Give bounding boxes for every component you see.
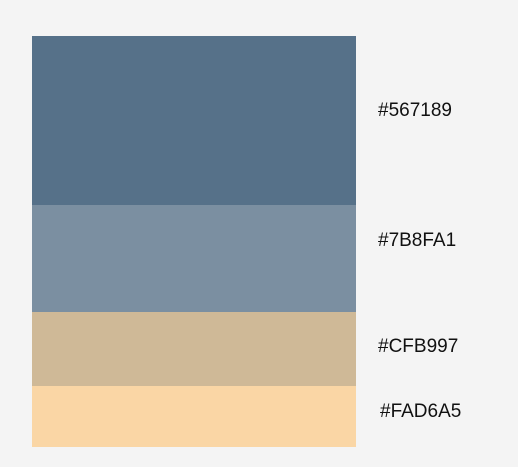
- swatch-2: [32, 205, 356, 312]
- swatch-4: [32, 386, 356, 447]
- swatch-3-label: #CFB997: [378, 336, 459, 357]
- swatch-4-label: #FAD6A5: [380, 401, 462, 422]
- swatch-2-label: #7B8FA1: [378, 230, 457, 251]
- swatch-1-label: #567189: [378, 100, 452, 121]
- swatch-3: [32, 312, 356, 386]
- swatch-1: [32, 36, 356, 205]
